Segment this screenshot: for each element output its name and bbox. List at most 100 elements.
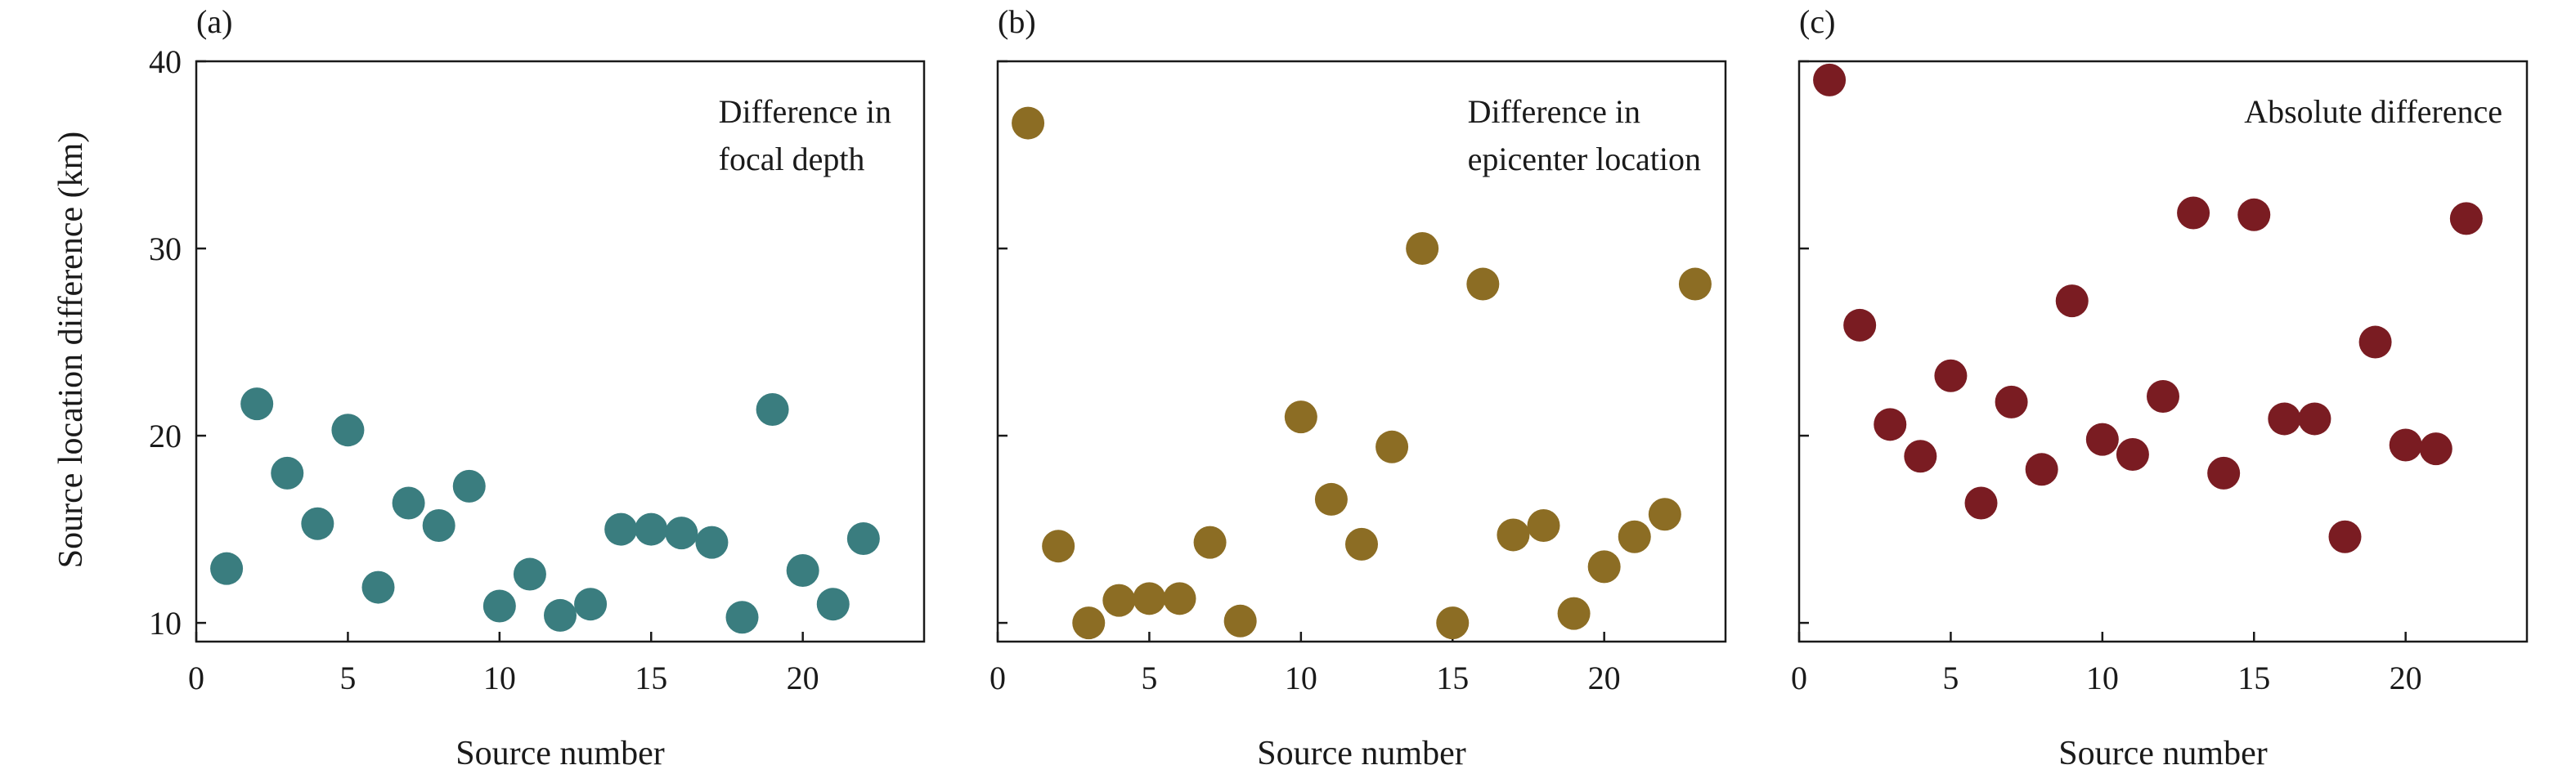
panel-3: (c) 0 5 10 15 20 Source number Absolute differe… [1791,3,2529,772]
annotation-text: focal depth [719,141,865,177]
x-tick-label: 10 [483,660,516,696]
data-point [2298,402,2331,436]
panel-2: (b) 0 5 10 15 20 Source number Difference in epi… [990,3,1727,772]
data-point [2237,198,2271,231]
x-tick-label: 15 [1436,660,1469,696]
data-point [1678,267,1712,301]
y-tick-label: 10 [149,605,182,642]
data-point [1618,520,1651,553]
data-point [361,570,395,604]
data-point [1964,486,1998,520]
plot-frame [195,60,926,643]
data-point [331,414,365,447]
panel-1: (a) 0 5 10 15 20 10 20 30 40 Source number Differen… [149,3,926,772]
y-tick-label: 40 [149,43,182,80]
data-point [1072,606,1106,640]
data-point [2025,453,2058,486]
data-point [1466,267,1500,301]
x-tick-label: 5 [339,660,356,696]
annotation-text: Difference in [1468,93,1640,130]
data-point [1904,440,1937,473]
data-point [1587,550,1621,584]
x-tick-label: 0 [188,660,204,696]
data-point [816,588,850,621]
data-point [1843,308,1877,342]
x-tick-label: 10 [1285,660,1317,696]
x-tick-label: 15 [2237,660,2270,696]
x-tick-label: 5 [1942,660,1959,696]
data-point [786,553,819,587]
data-point [1012,106,1045,140]
data-point [482,589,516,623]
data-point [1284,400,1317,434]
data-point [2085,423,2119,456]
data-point [544,598,577,632]
data-point [2207,456,2241,490]
panel-label: (c) [1799,3,1835,40]
data-point [2389,428,2422,462]
x-tick-label: 10 [2086,660,2119,696]
data-point [1042,530,1075,563]
data-point [725,601,759,634]
data-point [392,486,425,520]
x-tick-label: 0 [1791,660,1807,696]
data-point [1193,526,1227,559]
data-point [452,469,486,503]
data-point [2177,196,2210,230]
data-point [513,557,546,591]
data-point [1874,408,1907,441]
panel-label: (b) [998,3,1036,40]
data-point [1648,498,1681,531]
x-tick-label: 0 [990,660,1006,696]
annotation-text: epicenter location [1468,141,1701,177]
annotation-text: Difference in [719,93,891,130]
data-point [2268,402,2301,436]
data-point [695,526,729,559]
x-axis-title: Source number [456,735,664,772]
data-point [2419,432,2453,466]
data-point [1934,359,1968,392]
data-point [1345,527,1378,561]
y-axis-title: Source location difference (km) [52,132,90,569]
data-point [1527,509,1560,542]
plot-frame [996,60,1727,643]
data-point [665,517,698,550]
data-point [2449,202,2483,235]
panel-label: (a) [196,3,232,40]
data-point [1163,582,1196,615]
data-point [2358,325,2392,359]
data-point [635,512,668,546]
data-point [1557,597,1591,630]
y-tick-label: 30 [149,230,182,267]
data-point [1314,482,1348,516]
data-point [1406,232,1439,266]
x-axis-title: Source number [1257,735,1465,772]
data-point [1813,63,1847,96]
data-point [1133,582,1166,615]
annotation-text: Absolute difference [2244,93,2502,130]
data-point [1223,604,1257,638]
y-tick-label: 20 [149,418,182,454]
x-tick-label: 20 [1588,660,1621,696]
data-point [1376,430,1409,463]
data-point [1102,584,1136,617]
data-point [422,509,456,542]
data-point [2116,437,2149,471]
data-point [2147,379,2179,413]
data-point [1497,518,1530,552]
x-axis-title: Source number [2058,735,2267,772]
data-point [846,522,880,556]
data-point [2328,520,2362,553]
data-point [604,512,638,546]
data-point [756,393,789,426]
data-point [2055,284,2089,318]
data-point [271,456,304,490]
x-tick-label: 20 [2390,660,2422,696]
data-point [240,387,274,421]
plot-frame [1797,60,2529,643]
data-point [1995,385,2028,418]
x-tick-label: 15 [635,660,667,696]
x-tick-label: 20 [787,660,819,696]
